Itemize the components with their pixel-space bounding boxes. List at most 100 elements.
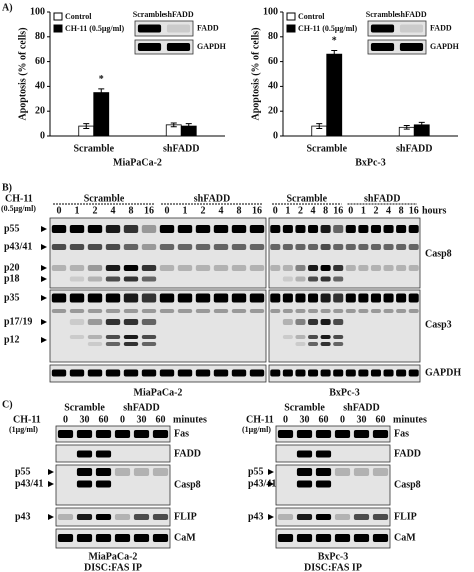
treatment: CH-11 [5, 193, 33, 204]
y-tick-label: 20 [268, 105, 278, 116]
blot [268, 217, 421, 289]
treatment: CH-11 [246, 414, 274, 425]
band [334, 514, 351, 520]
blot [268, 289, 421, 363]
arrow [41, 337, 47, 343]
dose: (1μg/ml) [9, 425, 38, 434]
lane-label: 1 [285, 205, 290, 216]
group-label: shFADD [364, 193, 400, 204]
inset-column: Scramble [366, 10, 399, 19]
band [345, 369, 356, 377]
protein-label: Fas [174, 428, 189, 439]
legend-label: CH-11 (0.5μg/ml) [298, 24, 358, 33]
group-label: Scramble [284, 402, 325, 413]
band [358, 225, 369, 233]
y-tick-label: 100 [30, 6, 45, 17]
band [95, 480, 112, 488]
x-tick-label: shFADD [163, 143, 199, 154]
band [152, 514, 169, 520]
lane-label: 8 [129, 205, 134, 216]
y-tick-label: 80 [35, 31, 45, 42]
group-label: shFADD [123, 402, 159, 413]
band [231, 244, 247, 250]
band [213, 225, 229, 233]
band [334, 534, 351, 542]
band [408, 369, 419, 377]
group-label: shFADD [343, 402, 379, 413]
band [249, 225, 265, 233]
band [231, 309, 247, 313]
band [320, 369, 331, 377]
band [133, 514, 150, 520]
band [333, 342, 344, 346]
band [141, 319, 157, 325]
annotation: * [332, 36, 337, 47]
protein-label: Casp8 [394, 479, 421, 490]
band [372, 468, 389, 476]
arrow [41, 319, 47, 325]
inset-column: shFADD [164, 10, 193, 19]
band [159, 369, 175, 377]
band [69, 369, 85, 377]
band [308, 225, 319, 233]
band [383, 309, 394, 313]
band [282, 319, 293, 325]
y-tick-label: 0 [273, 130, 278, 141]
cell-line: BxPc-3 [318, 551, 349, 562]
x-tick-label: Scramble [306, 143, 347, 154]
band [320, 309, 331, 313]
band [114, 514, 131, 520]
band [105, 309, 121, 313]
band [231, 265, 247, 271]
lane-label: 2 [201, 205, 206, 216]
band [334, 468, 351, 476]
band [333, 293, 344, 303]
band [295, 225, 306, 233]
lane-label: 0 [273, 205, 278, 216]
y-tick-label: 20 [35, 105, 45, 116]
band [141, 342, 157, 346]
band [105, 244, 121, 250]
band [57, 534, 74, 542]
blot [55, 464, 171, 506]
panel-label: C) [2, 399, 13, 410]
lane-label: 8 [237, 205, 242, 216]
lane-label: 1 [75, 205, 80, 216]
lane-label: 0 [340, 414, 345, 425]
band [105, 276, 121, 282]
cell-line: MiaPaCa-2 [89, 551, 138, 562]
band [87, 369, 103, 377]
panel-label: A) [2, 2, 13, 13]
lane-label: 60 [376, 414, 386, 425]
lane-label: 16 [252, 205, 262, 216]
blot [268, 364, 421, 383]
lane-label: 16 [409, 205, 419, 216]
band [320, 293, 331, 303]
band [308, 276, 319, 282]
band [370, 24, 395, 33]
band [320, 335, 331, 339]
treatment: CH-11 [13, 414, 41, 425]
band [69, 319, 85, 325]
band [123, 293, 139, 303]
band [159, 309, 175, 313]
band [123, 265, 139, 271]
lane-label: 30 [357, 414, 367, 425]
inset-row: FADD [197, 23, 219, 32]
band [295, 335, 306, 339]
unit: minutes [173, 414, 207, 425]
band [249, 369, 265, 377]
x-tick-label: shFADD [396, 143, 432, 154]
y-tick-label: 60 [35, 56, 45, 67]
band [213, 369, 229, 377]
lane-label: 0 [165, 205, 170, 216]
band [315, 468, 332, 476]
band [370, 225, 381, 233]
band [333, 309, 344, 313]
lane-label: 60 [319, 414, 329, 425]
band-label: p55 [248, 466, 264, 477]
band [105, 265, 121, 271]
blot [49, 217, 267, 289]
legend-swatch [286, 24, 296, 33]
